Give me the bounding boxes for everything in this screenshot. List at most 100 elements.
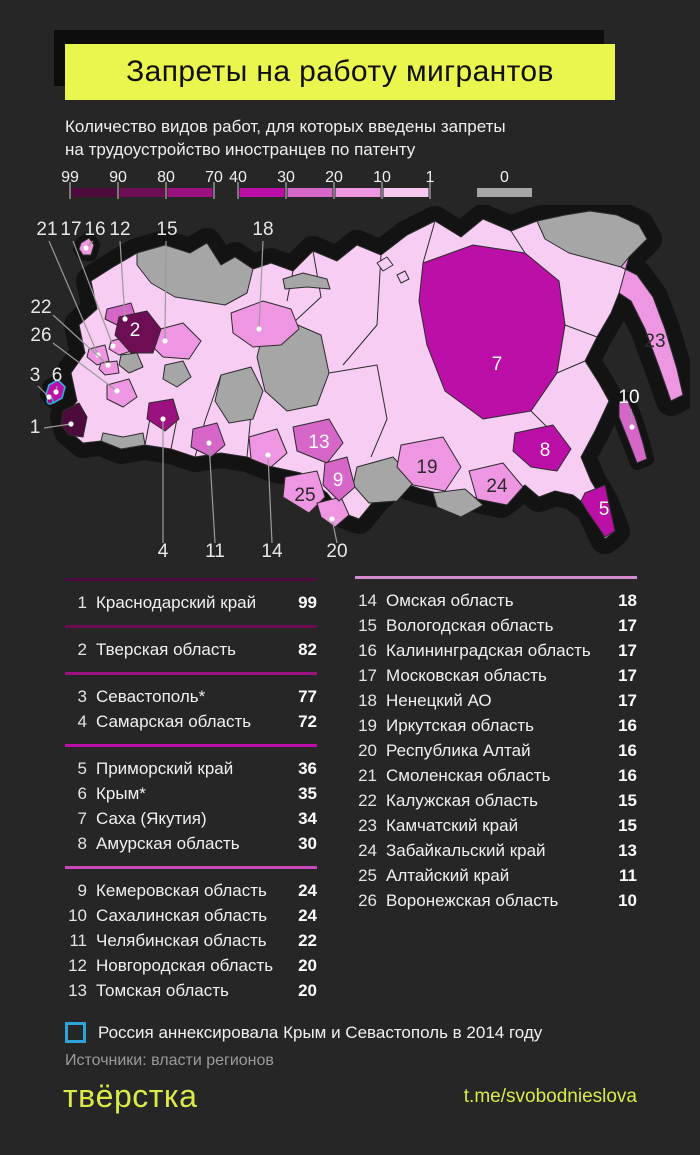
region-name: Севастополь* [96, 687, 206, 706]
region-value: 24 [298, 906, 317, 925]
map-callout-line [43, 423, 72, 429]
region-value: 17 [618, 616, 637, 635]
region-value: 72 [298, 712, 317, 731]
map-island-gray [282, 272, 331, 290]
region-rank: 19 [358, 716, 377, 735]
region-rank: 11 [69, 931, 87, 950]
legend-tick-label: 99 [62, 169, 79, 186]
map-region-chelyabinsk [190, 422, 226, 458]
group-divider [65, 866, 317, 869]
region-value: 15 [618, 816, 637, 835]
color-scale-legend: 99 90 80 70 40 30 20 10 1 0 [61, 168, 537, 207]
map-region-amur [512, 424, 572, 472]
map-callout-label: 11 [205, 541, 225, 562]
map-callout-label: 18 [252, 219, 273, 240]
region-row: 15 Вологодская область 17 [355, 613, 637, 638]
region-value: 13 [618, 841, 637, 860]
legend-zero-label: 0 [500, 169, 509, 186]
map-region-label: 10 [618, 387, 639, 408]
map-region-label: 24 [486, 476, 508, 497]
region-name: Иркутская область [386, 716, 535, 735]
region-value: 24 [298, 881, 317, 900]
map-region-label: 2 [130, 320, 141, 341]
region-value: 35 [298, 784, 317, 803]
region-row: 3 Севастополь* 77 [65, 684, 317, 709]
group-divider [65, 744, 317, 747]
region-value: 22 [298, 931, 317, 950]
map-callout-label: 4 [158, 541, 169, 562]
region-row: 7 Саха (Якутия) 34 [65, 806, 317, 831]
map-callout-label: 20 [326, 541, 347, 562]
map-callout-label: 22 [30, 297, 51, 318]
legend-segment [335, 188, 381, 197]
region-row: 16 Калининградская область 17 [355, 638, 637, 663]
region-name: Омская область [386, 591, 514, 610]
region-rank: 10 [68, 906, 87, 925]
legend-tick-label: 40 [229, 169, 247, 186]
region-value: 20 [298, 956, 317, 975]
legend-tick-label: 70 [205, 169, 223, 186]
map-region-label: 25 [294, 485, 315, 506]
region-value: 11 [619, 866, 637, 885]
region-name: Вологодская область [386, 616, 554, 635]
map-callout-label: 15 [156, 219, 177, 240]
region-rank: 2 [77, 640, 87, 659]
telegram-link[interactable]: t.me/svobodnieslova [463, 1086, 637, 1107]
map-region-tomsk [292, 418, 344, 464]
map-callout-dot [46, 394, 52, 400]
region-value: 16 [618, 716, 637, 735]
map-callout-dot [83, 245, 89, 251]
region-rank: 15 [358, 616, 377, 635]
region-row: 23 Камчатский край 15 [355, 813, 637, 838]
ranking-group: 3 Севастополь* 77 4 Самарская область 72 [65, 672, 317, 734]
region-name: Сахалинская область [96, 906, 268, 925]
map-inner-border [170, 418, 178, 450]
legend-segment [239, 188, 285, 197]
region-value: 17 [618, 691, 637, 710]
map-region-label: 19 [416, 457, 437, 478]
region-name: Саха (Якутия) [96, 809, 207, 828]
region-rank: 24 [358, 841, 377, 860]
map-callout-line [52, 314, 109, 366]
region-value: 34 [298, 809, 317, 828]
region-row: 6 Крым* 35 [65, 781, 317, 806]
map-island [396, 270, 410, 284]
map-region-label: 8 [540, 440, 551, 461]
region-name: Московская область [386, 666, 547, 685]
map-callout-line [52, 342, 118, 392]
map-region-zero [162, 360, 192, 388]
map-region-label: 13 [308, 432, 329, 453]
map-inner-border [510, 230, 526, 254]
map-callout-line [258, 240, 264, 330]
map-callout-label: 16 [84, 219, 105, 240]
map-callout-dot [265, 452, 271, 458]
region-rank: 9 [77, 881, 87, 900]
region-value: 82 [298, 640, 317, 659]
map-callout-dot [160, 416, 166, 422]
region-row: 10 Сахалинская область 24 [65, 903, 317, 928]
region-rank: 1 [77, 593, 87, 612]
region-row: 14 Омская область 18 [355, 588, 637, 613]
map-callout-dot [122, 316, 128, 322]
region-rank: 26 [358, 891, 377, 910]
ranking-group: 2 Тверская область 82 [65, 625, 317, 662]
region-row: 1 Краснодарский край 99 [65, 590, 317, 615]
legend-svg: 99 90 80 70 40 30 20 10 1 0 [61, 169, 532, 199]
map-callout-dot [105, 362, 111, 368]
map-region-sakhalin [618, 398, 648, 464]
region-row: 11 Челябинская область 22 [65, 928, 317, 953]
region-row: 5 Приморский край 36 [65, 756, 317, 781]
map-callout-label: 26 [30, 325, 51, 346]
map-inner-border [328, 364, 388, 458]
title-box: Запреты на работу мигрантов [65, 44, 615, 100]
region-name: Калужская область [386, 791, 538, 810]
region-name: Камчатский край [386, 816, 519, 835]
region-value: 99 [298, 593, 317, 612]
map-region-kamchatka [618, 256, 684, 402]
region-value: 18 [618, 591, 637, 610]
map-callout-label: 3 [30, 365, 41, 386]
map-callout-line [630, 408, 633, 428]
region-row: 24 Забайкальский край 13 [355, 838, 637, 863]
map-callout-dot [162, 338, 168, 344]
map-callout-label: 21 [36, 219, 57, 240]
